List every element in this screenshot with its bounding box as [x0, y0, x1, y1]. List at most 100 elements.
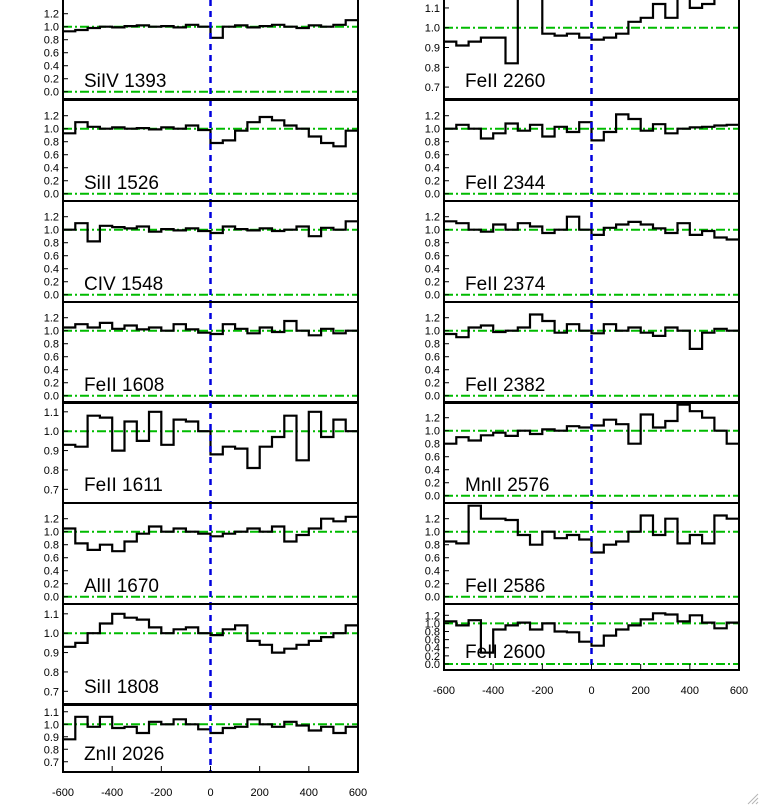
- y-tick-label: 0.2: [425, 579, 440, 591]
- y-tick-label: 0.7: [44, 484, 59, 496]
- panel-feii-2344: 0.00.20.40.60.81.01.2 FeII 2344: [425, 99, 740, 202]
- y-tick-label: 0.7: [425, 82, 440, 94]
- y-tick-label: 0.2: [425, 176, 440, 188]
- y-tick-label: 1.0: [425, 23, 440, 35]
- y-tick-label: 1.2: [425, 313, 440, 325]
- panel-frame: [443, 603, 740, 671]
- y-tick-label: 0.8: [425, 137, 440, 149]
- y-tick-label: 0.0: [44, 592, 59, 604]
- y-tick-label: 0.4: [425, 163, 440, 175]
- y-tick-label: 1.0: [425, 225, 440, 237]
- panel-label: AlII 1670: [84, 576, 159, 597]
- panel-feii-2600: 0.00.20.40.60.81.01.2 FeII 2600: [425, 603, 740, 671]
- y-tick-label: 0.2: [425, 378, 440, 390]
- y-tick-label: 1.0: [425, 618, 440, 630]
- spectrum-siii-1526: [63, 115, 358, 148]
- y-tick-label: 0.6: [425, 553, 440, 565]
- y-tick-label: 0.2: [44, 579, 59, 591]
- y-tick-label: 0.8: [44, 465, 59, 477]
- panel-label: FeII 2374: [465, 274, 546, 295]
- y-tick-label: 0.0: [425, 189, 440, 201]
- y-tick-label: 0.2: [425, 478, 440, 490]
- y-tick-label: 0.9: [425, 43, 440, 55]
- y-tick-label: 0.2: [425, 277, 440, 289]
- y-tick-label: 0.0: [44, 290, 59, 302]
- y-tick-label: 1.0: [44, 628, 59, 640]
- y-tick-label: 0.8: [44, 339, 59, 351]
- y-tick-label: 1.2: [44, 111, 59, 123]
- x-tick-label: 600: [349, 787, 367, 799]
- y-tick-label: 0.0: [44, 189, 59, 201]
- y-tick-label: 1.0: [44, 225, 59, 237]
- panel-label: FeII 1608: [84, 375, 164, 396]
- y-tick-label: 1.2: [44, 313, 59, 325]
- x-tick-label: -400: [101, 787, 123, 799]
- spectrum-feii-1611: [63, 410, 358, 470]
- y-tick-label: 0.6: [425, 635, 440, 647]
- y-tick-label: 0.0: [425, 491, 440, 503]
- panel-label: FeII 2382: [465, 375, 545, 396]
- y-tick-label: 0.6: [44, 352, 59, 364]
- y-tick-label: 0.4: [425, 264, 440, 276]
- y-tick-label: 1.0: [44, 527, 59, 539]
- y-tick-label: 0.4: [44, 61, 59, 73]
- y-tick-label: 0.8: [44, 667, 59, 679]
- panel-feii-1608: 0.00.20.40.60.81.01.2 FeII 1608: [44, 301, 359, 404]
- x-tick-label: 200: [250, 787, 268, 799]
- x-tick-label: -200: [150, 787, 172, 799]
- spectrum-siii-1808: [63, 612, 358, 654]
- y-tick-label: 0.2: [44, 378, 59, 390]
- spectrum-feii-2260: [444, 0, 716, 65]
- y-tick-label: 1.0: [425, 124, 440, 136]
- y-tick-label: 0.8: [425, 238, 440, 250]
- y-tick-label: 0.0: [425, 592, 440, 604]
- y-tick-label: 1.2: [425, 212, 440, 224]
- y-tick-label: 1.0: [44, 719, 59, 731]
- panel-label: CIV 1548: [84, 274, 163, 295]
- panel-label: SiII 1526: [84, 173, 159, 194]
- y-tick-label: 1.0: [44, 426, 59, 438]
- y-tick-label: 0.0: [425, 659, 440, 671]
- y-tick-label: 0.4: [44, 264, 59, 276]
- x-tick-label: 0: [207, 787, 213, 799]
- y-tick-label: 0.0: [425, 290, 440, 302]
- panel-label: ZnII 2026: [84, 744, 164, 765]
- y-tick-label: 1.0: [425, 426, 440, 438]
- spectrum-feii-1608: [63, 319, 358, 337]
- resize-grip-icon[interactable]: [747, 793, 759, 805]
- y-tick-label: 0.4: [44, 365, 59, 377]
- y-tick-label: 0.0: [425, 391, 440, 403]
- y-tick-label: 0.6: [425, 150, 440, 162]
- panel-feii-2382: 0.00.20.40.60.81.01.2 FeII 2382: [425, 301, 740, 404]
- y-tick-label: 0.7: [44, 757, 59, 769]
- y-tick-label: 0.0: [44, 391, 59, 403]
- y-tick-label: 0.8: [425, 62, 440, 74]
- panel-label: FeII 2600: [465, 642, 545, 663]
- y-tick-label: 1.1: [425, 3, 440, 15]
- panel-feii-1611: 0.7 0.8 0.9 1.0 1.1 FeII 1611: [44, 401, 359, 504]
- y-tick-label: 1.2: [425, 610, 440, 622]
- panel-siii-1808: 0.7 0.8 0.9 1.0 1.1 SiII 1808: [44, 603, 359, 706]
- y-tick-label: 1.0: [425, 527, 440, 539]
- y-tick-label: 0.2: [425, 651, 440, 663]
- x-tick-label: 600: [730, 685, 748, 697]
- y-tick-label: 1.1: [44, 407, 59, 419]
- y-tick-label: 1.1: [44, 609, 59, 621]
- panel-mnii-2576: 0.00.20.40.60.81.01.2 MnII 2576: [425, 401, 740, 504]
- y-tick-label: 0.9: [44, 446, 59, 458]
- y-tick-label: 1.2: [425, 111, 440, 123]
- y-tick-label: 0.8: [425, 439, 440, 451]
- y-tick-label: 0.8: [44, 238, 59, 250]
- y-tick-label: 1.0: [44, 326, 59, 338]
- y-tick-label: 1.1: [44, 707, 59, 719]
- y-tick-label: 0.6: [44, 48, 59, 60]
- panel-label: MnII 2576: [465, 475, 550, 496]
- panel-feii-2586: 0.00.20.40.60.81.01.2 FeII 2586: [425, 502, 740, 605]
- y-tick-label: 0.8: [44, 137, 59, 149]
- spectrum-feii-2382: [444, 313, 739, 350]
- y-tick-label: 0.4: [425, 566, 440, 578]
- panel-label: FeII 2586: [465, 576, 545, 597]
- y-tick-label: 1.2: [44, 212, 59, 224]
